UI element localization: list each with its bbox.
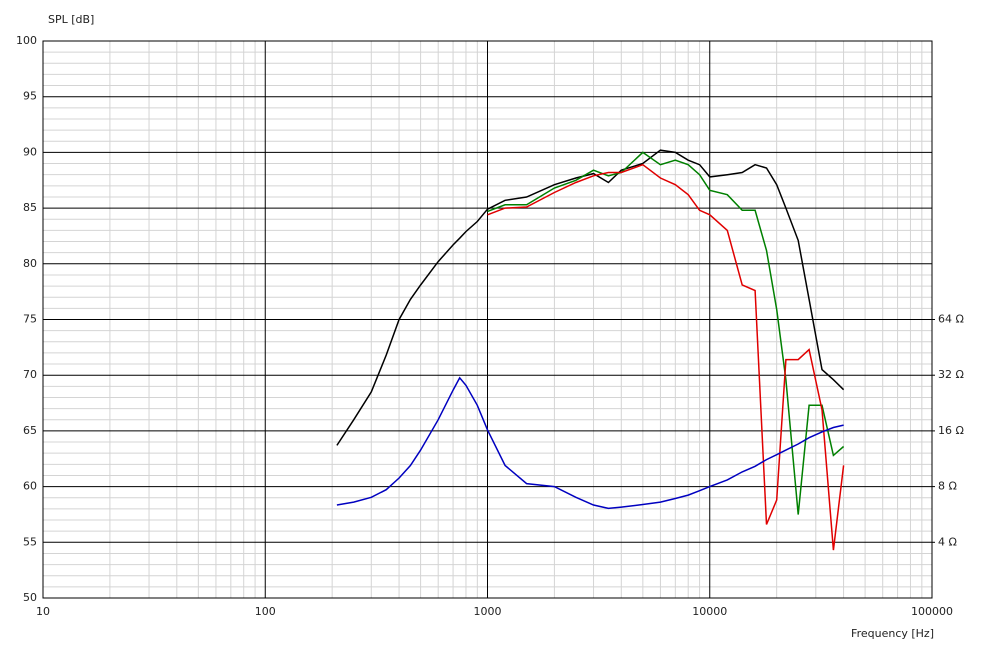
x-tick-label: 10	[36, 605, 50, 618]
y2-tick-label: 4 Ω	[938, 535, 957, 548]
y-tick-label: 85	[23, 201, 37, 214]
y2-tick-label: 32 Ω	[938, 368, 964, 381]
series-line	[487, 151, 845, 515]
y2-tick-label: 8 Ω	[938, 480, 957, 493]
x-axis-label: Frequency [Hz]	[851, 627, 934, 640]
y-tick-label: 60	[23, 480, 37, 493]
x-tick-label: 10000	[692, 605, 727, 618]
y-tick-label: 75	[23, 313, 37, 326]
x-tick-label: 1000	[474, 605, 502, 618]
y-tick-label: 50	[23, 591, 37, 604]
y2-tick-label: 64 Ω	[938, 313, 964, 326]
y-tick-label: 70	[23, 368, 37, 381]
series-line	[336, 376, 844, 510]
series-line	[487, 163, 845, 551]
series-line	[336, 149, 845, 446]
y-tick-label: 80	[23, 257, 37, 270]
y-tick-label: 95	[23, 90, 37, 103]
y-tick-label: 55	[23, 535, 37, 548]
x-tick-label: 100	[255, 605, 276, 618]
y2-tick-label: 16 Ω	[938, 424, 964, 437]
y-axis-label: SPL [dB]	[48, 13, 94, 26]
plot-frame	[42, 40, 933, 599]
x-tick-label: 100000	[911, 605, 953, 618]
y-tick-label: 100	[16, 34, 37, 47]
y-tick-label: 90	[23, 145, 37, 158]
y-tick-label: 65	[23, 424, 37, 437]
